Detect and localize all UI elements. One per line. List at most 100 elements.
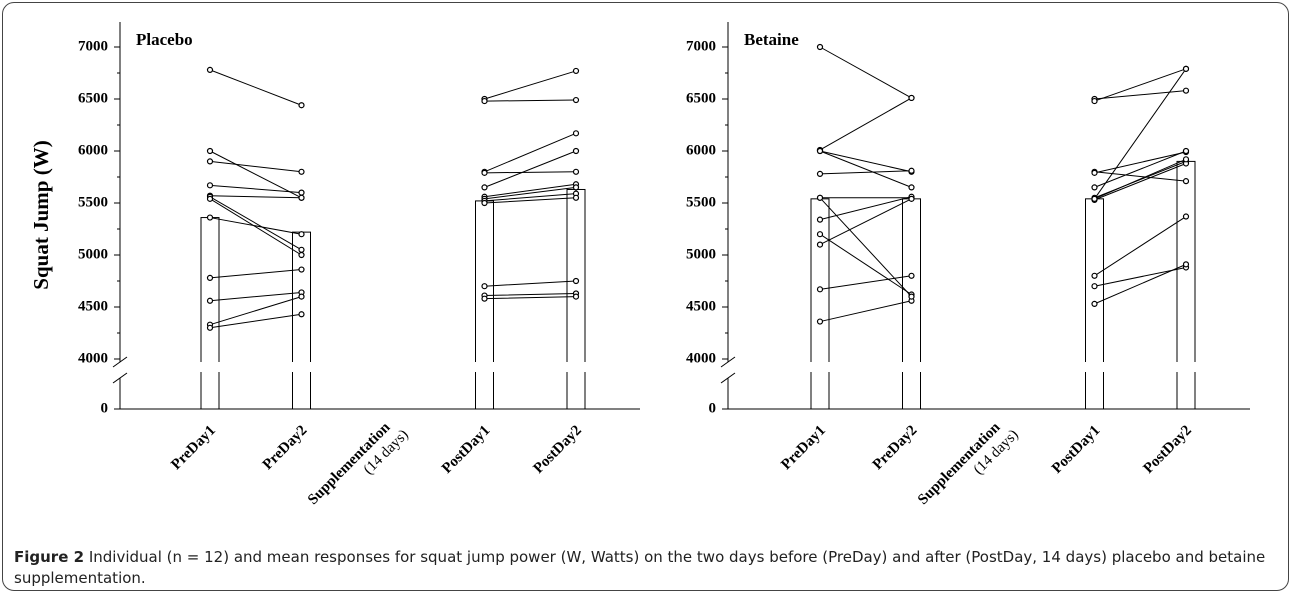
x-tick-label: PostDay1 xyxy=(439,423,493,477)
axis-break xyxy=(720,356,736,368)
y-tick-label: 6000 xyxy=(686,142,716,158)
individual-point xyxy=(206,182,214,189)
individual-point xyxy=(1182,65,1190,72)
y-tick-label: 6500 xyxy=(78,90,108,106)
individual-point xyxy=(1182,213,1190,220)
axis-break xyxy=(112,356,128,368)
x-tick-label: PreDay1 xyxy=(778,423,829,474)
individual-point xyxy=(206,66,214,73)
individual-point xyxy=(206,297,214,304)
y-tick-label: 4000 xyxy=(78,350,108,366)
individual-line xyxy=(209,69,577,106)
individual-point xyxy=(1182,87,1190,94)
individual-point xyxy=(298,231,305,238)
individual-point xyxy=(572,168,580,175)
individual-point xyxy=(1091,272,1098,279)
individual-line xyxy=(209,193,577,235)
individual-point xyxy=(206,158,214,165)
individual-point xyxy=(298,266,305,273)
individual-point xyxy=(908,293,915,300)
individual-line xyxy=(819,266,1187,323)
individual-point xyxy=(908,272,915,279)
bar-break-gap xyxy=(901,362,922,372)
individual-point xyxy=(1182,261,1190,268)
individual-line xyxy=(819,150,1187,182)
x-tick-label: PostDay2 xyxy=(531,423,585,477)
bar-break-gap xyxy=(200,362,220,372)
bar-break-gap xyxy=(810,362,830,372)
individual-point xyxy=(481,97,488,105)
individual-point xyxy=(572,147,580,155)
mean-bar xyxy=(292,231,311,410)
individual-line xyxy=(819,216,1187,290)
individual-point xyxy=(572,67,580,75)
individual-point xyxy=(298,293,305,300)
bar-break-gap xyxy=(1176,362,1196,372)
individual-line xyxy=(209,99,577,199)
individual-line xyxy=(209,292,577,326)
individual-line xyxy=(209,150,577,199)
y-tick-label: 5000 xyxy=(78,246,108,262)
bar-break-gap xyxy=(291,362,312,372)
individual-point xyxy=(816,318,824,325)
y-tick-label: 0 xyxy=(101,400,109,416)
panel-title: Betaine xyxy=(744,30,799,49)
bar-break-gap xyxy=(474,362,495,372)
individual-point xyxy=(298,168,305,175)
panel-title: Placebo xyxy=(136,30,193,49)
individual-line xyxy=(209,280,577,302)
individual-line xyxy=(209,296,577,329)
y-tick-label: 4500 xyxy=(686,298,716,314)
individual-point xyxy=(816,286,824,293)
individual-line xyxy=(209,183,577,251)
individual-point xyxy=(1182,147,1190,155)
mean-bar xyxy=(200,217,220,410)
individual-line xyxy=(819,163,1187,295)
x-tick-label: PostDay1 xyxy=(1049,423,1103,477)
individual-point xyxy=(298,311,305,318)
x-tick-label: PreDay2 xyxy=(870,423,921,474)
x-tick-label: PostDay2 xyxy=(1141,423,1195,477)
axis-break xyxy=(112,372,128,384)
individual-line xyxy=(819,160,1187,221)
individual-point xyxy=(572,293,580,300)
individual-point xyxy=(298,194,305,201)
individual-point xyxy=(816,194,824,201)
y-axis-label: Squat Jump (W) xyxy=(29,140,53,289)
individual-point xyxy=(908,184,915,191)
individual-line xyxy=(209,132,577,173)
individual-point xyxy=(298,246,305,253)
individual-point xyxy=(481,184,488,191)
x-tick-label: Supplementation (14 days) xyxy=(915,414,1022,521)
individual-point xyxy=(206,214,214,221)
individual-point xyxy=(1091,195,1098,202)
individual-point xyxy=(1182,156,1190,163)
individual-point xyxy=(298,189,305,196)
individual-line xyxy=(819,197,1187,305)
x-tick-label: PreDay2 xyxy=(260,423,311,474)
individual-point xyxy=(298,251,305,259)
individual-point xyxy=(816,231,824,238)
individual-point xyxy=(1091,184,1098,191)
y-tick-label: 5500 xyxy=(78,194,108,210)
individual-line xyxy=(209,197,577,279)
y-tick-label: 0 xyxy=(709,400,717,416)
individual-line xyxy=(820,68,1187,200)
mean-bar xyxy=(902,198,921,410)
individual-point xyxy=(1091,300,1098,307)
individual-point xyxy=(572,130,580,137)
individual-point xyxy=(298,102,305,109)
caption: Figure 2 Individual (n = 12) and mean re… xyxy=(14,547,1279,589)
y-tick-label: 4000 xyxy=(686,350,716,366)
x-tick-label: Supplementation (14 days) xyxy=(305,414,412,521)
individual-point xyxy=(481,295,488,302)
individual-point xyxy=(816,216,824,223)
individual-point xyxy=(908,167,915,174)
individual-line xyxy=(209,171,577,194)
x-tick-label: PreDay1 xyxy=(168,423,219,474)
individual-point xyxy=(481,169,488,176)
individual-point xyxy=(1091,169,1098,176)
individual-line xyxy=(819,68,1187,151)
individual-line xyxy=(209,186,577,256)
